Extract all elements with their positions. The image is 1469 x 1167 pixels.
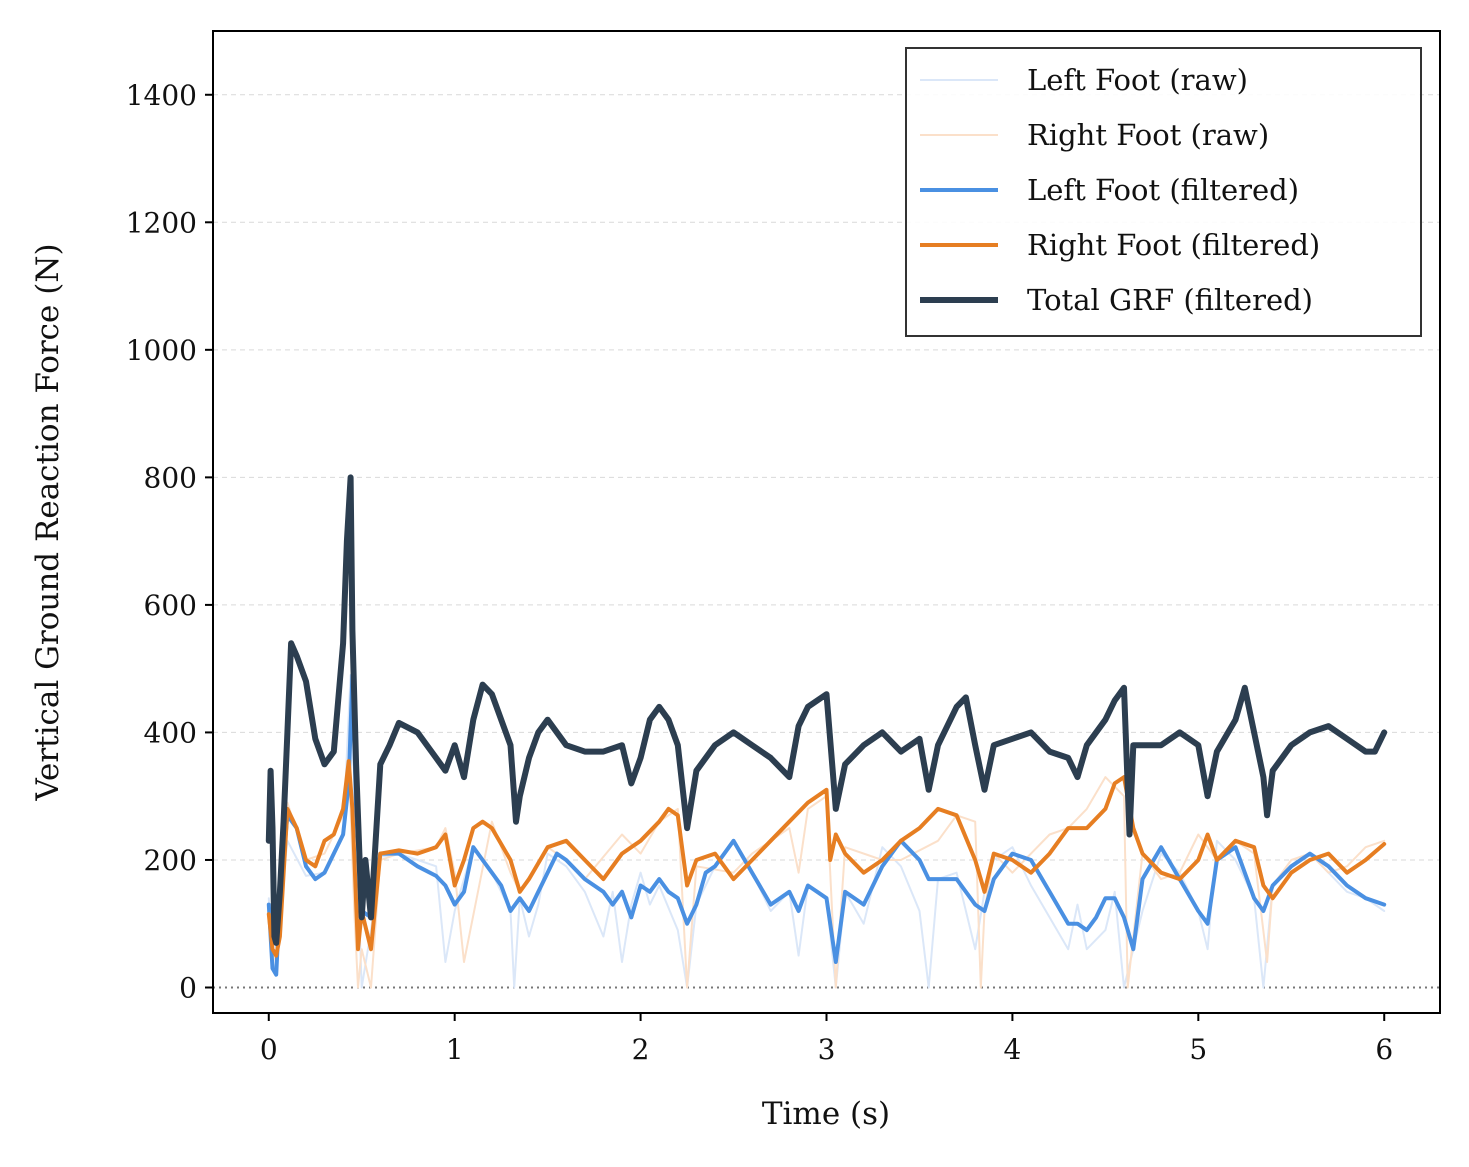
y-axis-label: Vertical Ground Reaction Force (N) — [30, 243, 66, 801]
y-tick-label: 1000 — [126, 334, 197, 367]
legend-label-0: Left Foot (raw) — [1027, 63, 1248, 97]
y-tick-label: 800 — [144, 461, 197, 494]
x-tick-label: 1 — [446, 1033, 464, 1066]
x-tick-label: 3 — [818, 1033, 836, 1066]
series-line-1 — [267, 756, 1386, 989]
y-tick-label: 1400 — [126, 79, 197, 112]
y-tick-label: 400 — [144, 716, 197, 749]
legend-label-4: Total GRF (filtered) — [1027, 283, 1313, 317]
legend-label-1: Right Foot (raw) — [1027, 118, 1269, 152]
legend-label-2: Left Foot (filtered) — [1027, 173, 1299, 207]
x-tick-label: 0 — [260, 1033, 278, 1066]
x-axis-label: Time (s) — [762, 1096, 890, 1132]
grid-layer — [213, 94, 1440, 989]
series-layer — [265, 474, 1388, 989]
x-tick-label: 2 — [632, 1033, 650, 1066]
legend-label-3: Right Foot (filtered) — [1027, 228, 1320, 262]
series-line-4 — [265, 474, 1388, 946]
x-tick-label: 6 — [1375, 1033, 1393, 1066]
y-tick-label: 0 — [179, 971, 197, 1004]
axis-layer: 0 1 2 3 4 5 6 0 200 400 600 800 1000 1200 1400 — [126, 79, 1393, 1066]
x-tick-label: 4 — [1003, 1033, 1021, 1066]
legend: Left Foot (raw) Right Foot (raw) Left Foot… — [905, 47, 1422, 337]
x-tick-label: 5 — [1189, 1033, 1207, 1066]
y-tick-label: 1200 — [126, 206, 197, 239]
y-tick-label: 600 — [144, 589, 197, 622]
y-tick-label: 200 — [144, 844, 197, 877]
